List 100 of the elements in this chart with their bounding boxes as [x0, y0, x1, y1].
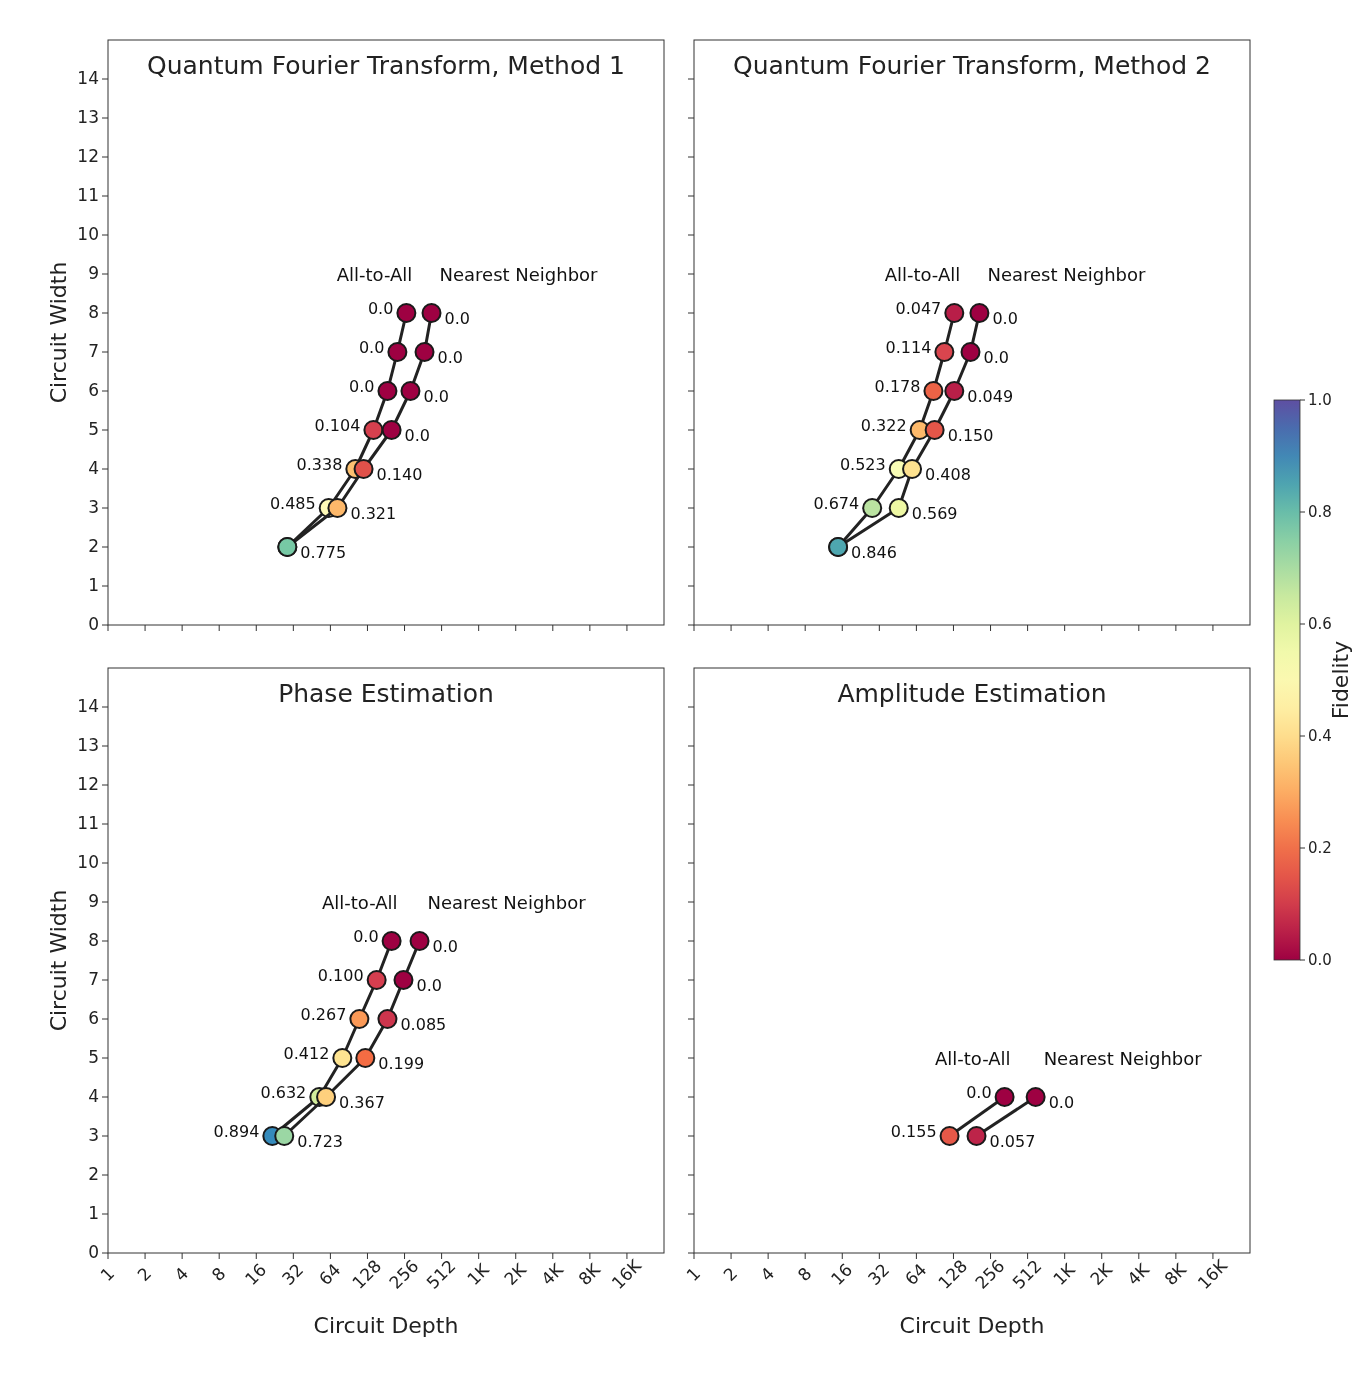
series-label: All-to-All: [336, 264, 413, 285]
annotation: 0.104: [314, 415, 361, 435]
y-tick-label: 9: [88, 891, 99, 911]
color-bar-label: 0.4: [1308, 726, 1332, 745]
annotation: 0.0: [1048, 1092, 1075, 1112]
y-tick-label: 12: [77, 146, 99, 166]
y-tick-label: 8: [88, 302, 99, 322]
color-bar-label: 0.0: [1308, 950, 1332, 969]
x-tick-label: 512: [422, 1255, 460, 1293]
x-tick-label: 32: [277, 1259, 308, 1290]
annotation: 0.894: [213, 1121, 260, 1141]
annotation: 0.523: [839, 454, 886, 474]
annotation: 0.775: [300, 542, 347, 562]
x-tick-label: 8K: [1160, 1258, 1191, 1290]
x-tick-label: 8: [793, 1263, 816, 1286]
series-label: Nearest Neighbor: [987, 264, 1147, 285]
x-tick-label: 4: [756, 1263, 779, 1286]
annotation: 0.0: [349, 376, 375, 396]
series-label: All-to-All: [321, 892, 398, 913]
annotation: 0.0: [353, 926, 379, 946]
x-tick-label: 1K: [463, 1258, 494, 1290]
annotation: 0.0: [432, 936, 458, 956]
annotation: 0.199: [378, 1053, 425, 1073]
x-tick-label: 16: [826, 1259, 857, 1290]
annotation: 0.100: [317, 965, 364, 985]
y-axis-title: Circuit Width: [46, 261, 71, 404]
x-tick-label: 4K: [1123, 1258, 1154, 1290]
annotation: 0.322: [860, 415, 907, 435]
y-tick-label: 11: [77, 185, 99, 205]
y-tick-label: 10: [77, 852, 99, 872]
annotation: 0.267: [300, 1004, 347, 1024]
text: Phase Estimation: [278, 679, 494, 708]
x-tick-label: 32: [863, 1259, 894, 1290]
annotation: 0.0: [437, 347, 463, 367]
color-bar-label: 1.0: [1308, 390, 1332, 409]
y-tick-label: 4: [88, 1086, 99, 1106]
color-bar-label: 0.8: [1308, 502, 1332, 521]
y-tick-label: 14: [77, 68, 99, 88]
series-label: All-to-All: [884, 264, 961, 285]
annotation: 0.0: [416, 975, 442, 995]
text: Quantum Fourier Transform, Method 2: [733, 51, 1211, 80]
annotation: 0.150: [947, 425, 994, 445]
x-tick-label: 8: [207, 1263, 230, 1286]
x-tick-label: 64: [314, 1259, 345, 1290]
y-tick-label: 3: [88, 497, 99, 517]
y-tick-label: 1: [88, 1203, 99, 1223]
x-tick-label: 2: [133, 1263, 156, 1286]
x-tick-label: 128: [934, 1255, 972, 1293]
annotation: 0.0: [358, 337, 385, 357]
x-tick-label: 512: [1008, 1255, 1046, 1293]
annotation: 0.485: [269, 493, 316, 513]
x-tick-label: 128: [348, 1255, 386, 1293]
annotation: 0.0: [423, 386, 449, 406]
annotation: 0.408: [925, 464, 971, 484]
series-label: Nearest Neighbor: [439, 264, 599, 285]
annotation: 0.0: [966, 1082, 992, 1102]
y-tick-label: 13: [77, 735, 99, 755]
y-tick-label: 3: [88, 1125, 99, 1145]
y-tick-label: 5: [88, 419, 99, 439]
series-label: All-to-All: [934, 1048, 1011, 1069]
y-tick-label: 6: [88, 1008, 99, 1028]
y-tick-label: 12: [77, 774, 99, 794]
annotation: 0.057: [989, 1131, 1036, 1151]
x-axis-title: Circuit Depth: [313, 1313, 459, 1338]
x-tick-label: 1: [682, 1263, 705, 1286]
color-bar-label: 0.6: [1308, 614, 1332, 633]
y-tick-label: 6: [88, 380, 99, 400]
annotation: 0.569: [911, 503, 958, 523]
series-label: Nearest Neighbor: [1043, 1048, 1203, 1069]
annotation: 0.140: [376, 464, 423, 484]
annotation: 0.049: [967, 386, 1014, 406]
text: Amplitude Estimation: [837, 679, 1107, 708]
x-tick-label: 2K: [500, 1258, 531, 1290]
annotation: 0.155: [890, 1121, 937, 1141]
annotation: 0.674: [813, 493, 860, 513]
annotation: 0.0: [992, 308, 1018, 328]
text: Quantum Fourier Transform, Method 1: [147, 51, 625, 80]
x-tick-label: 16: [240, 1259, 271, 1290]
y-tick-label: 4: [88, 458, 99, 478]
y-tick-label: 2: [88, 1164, 99, 1184]
x-tick-label: 4K: [537, 1258, 568, 1290]
annotation: 0.723: [297, 1131, 344, 1151]
series-label: Nearest Neighbor: [427, 892, 587, 913]
x-tick-label: 1K: [1049, 1258, 1080, 1290]
annotation: 0.338: [296, 454, 343, 474]
annotation: 0.178: [874, 376, 921, 396]
x-tick-label: 2: [719, 1263, 742, 1286]
y-tick-label: 14: [77, 696, 99, 716]
annotation: 0.367: [339, 1092, 385, 1112]
y-tick-label: 0: [88, 1242, 99, 1262]
annotation: 0.321: [350, 503, 397, 523]
y-axis-title: Circuit Width: [46, 889, 71, 1032]
y-tick-label: 11: [77, 813, 99, 833]
annotation: 0.0: [404, 425, 431, 445]
annotation: 0.632: [260, 1082, 307, 1102]
y-tick-label: 10: [77, 224, 99, 244]
annotation: 0.0: [983, 347, 1009, 367]
annotation: 0.085: [400, 1014, 447, 1034]
x-tick-label: 2K: [1086, 1258, 1117, 1290]
annotation: 0.0: [444, 308, 470, 328]
